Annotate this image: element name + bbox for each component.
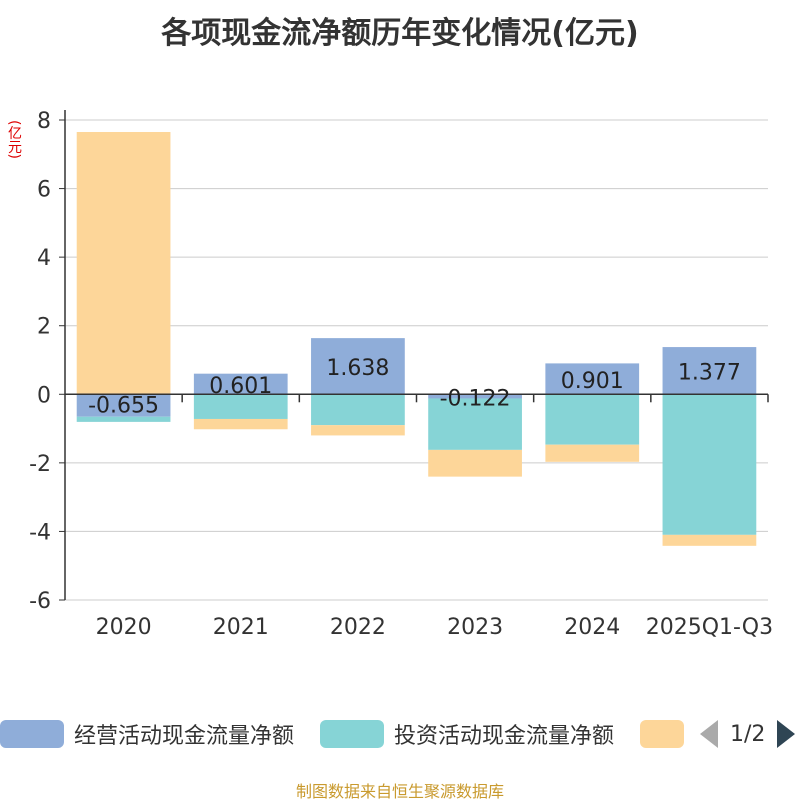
y-tick-label: -2 <box>29 452 51 477</box>
bar-financing-2025Q1-Q3 <box>662 534 757 546</box>
y-tick-label: 0 <box>37 383 51 408</box>
bar-operating-2024 <box>545 363 640 395</box>
x-tick-label: 2021 <box>213 615 269 640</box>
chart-plot: 8 6 4 2 0 -2 -4 -6 2020 -0.655 2021 0.601 2022 1.638 2… <box>29 109 773 640</box>
labels: 8 6 4 2 0 -2 -4 -6 2020 -0.655 2021 0.601 2022 1.638 2… <box>29 109 773 640</box>
data-label: 1.638 <box>326 356 389 381</box>
legend-label-operating: 经营活动现金流量净额 <box>74 724 295 749</box>
bar-financing-2023 <box>428 449 522 477</box>
axes <box>59 110 769 601</box>
legend-item-financing[interactable] <box>640 716 694 752</box>
bar-financing-2021 <box>193 418 288 430</box>
legend-swatch-investing <box>320 720 384 748</box>
x-tick-label: 2025Q1-Q3 <box>646 615 773 640</box>
bar-operating-2020 <box>76 394 171 417</box>
data-label: -0.655 <box>88 393 159 418</box>
legend-item-operating[interactable]: 经营活动现金流量净额 <box>0 716 294 752</box>
data-label: -0.122 <box>440 386 511 411</box>
bar-operating-2021 <box>193 373 288 395</box>
legend-label-investing: 投资活动现金流量净额 <box>394 724 615 749</box>
bar-investing-2020 <box>76 416 171 422</box>
y-tick-label: 6 <box>37 178 51 203</box>
bar-financing-2022 <box>311 425 405 436</box>
bar-operating-2025Q1-Q3 <box>662 347 757 395</box>
y-tick-label: -4 <box>29 520 51 545</box>
data-label: 0.901 <box>561 369 624 394</box>
x-tick-label: 2022 <box>330 615 386 640</box>
legend-next-icon[interactable] <box>777 720 796 748</box>
bar-investing-2023 <box>428 398 522 450</box>
x-tick-label: 2023 <box>447 615 503 640</box>
legend: 经营活动现金流量净额 投资活动现金流量净额 <box>0 716 800 752</box>
y-tick-label: 4 <box>37 246 51 271</box>
grid-lines <box>65 119 768 601</box>
y-tick-label: 2 <box>37 315 51 340</box>
x-tick-label: 2020 <box>96 615 152 640</box>
legend-swatch-operating <box>0 720 64 748</box>
y-tick-label: -6 <box>29 589 51 614</box>
bar-financing-2024 <box>545 444 640 462</box>
bar-investing-2024 <box>545 394 640 445</box>
data-source-note: 制图数据来自恒生聚源数据库 <box>295 782 504 801</box>
legend-prev-icon[interactable] <box>700 720 718 748</box>
bar-financing-2020 <box>76 132 171 395</box>
legend-swatch-financing <box>640 720 684 748</box>
bar-investing-2022 <box>311 394 405 426</box>
bar-operating-2022 <box>311 338 405 395</box>
data-label: 0.601 <box>209 374 272 399</box>
chart-title: 各项现金流净额历年变化情况(亿元) <box>161 16 639 51</box>
bar-operating-2023 <box>428 394 522 399</box>
bars <box>76 132 757 546</box>
data-label: 1.377 <box>678 361 741 386</box>
y-tick-label: 8 <box>37 109 51 134</box>
legend-page-indicator: 1/2 <box>730 721 766 747</box>
legend-item-investing[interactable]: 投资活动现金流量净额 <box>320 716 614 752</box>
y-axis-unit: (亿元) <box>6 120 22 159</box>
bar-investing-2025Q1-Q3 <box>662 394 757 535</box>
x-tick-label: 2024 <box>564 615 620 640</box>
bar-investing-2021 <box>193 394 288 419</box>
legend-pager: 1/2 <box>700 716 796 752</box>
